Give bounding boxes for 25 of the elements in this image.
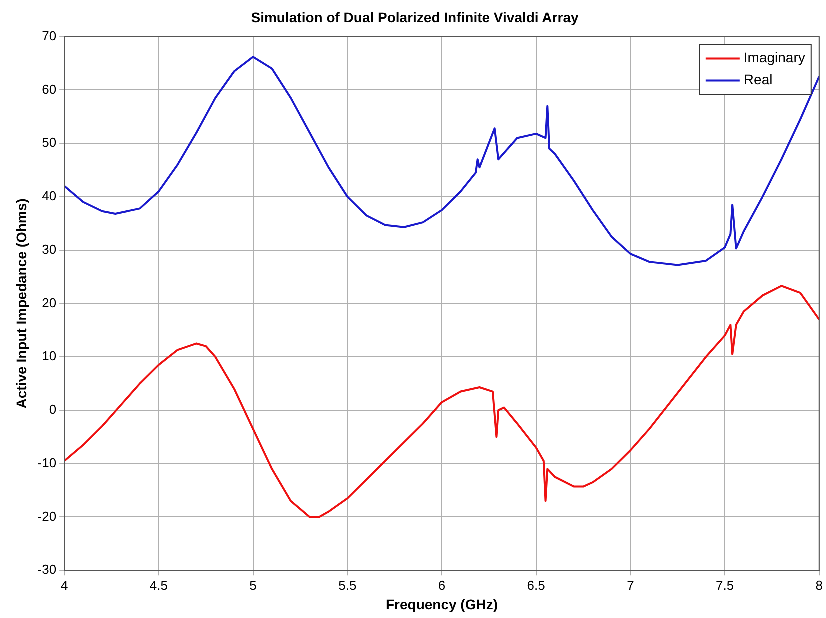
- x-tick-label: 6.5: [527, 578, 546, 593]
- x-tick-label: 8: [816, 578, 823, 593]
- chart-title: Simulation of Dual Polarized Infinite Vivaldi Array: [251, 9, 579, 26]
- y-axis-title: Active Input Impedance (Ohms): [13, 198, 30, 409]
- y-tick-label: 10: [42, 348, 57, 364]
- x-tick-label: 6: [438, 578, 446, 593]
- y-tick-label: -20: [38, 508, 57, 524]
- y-tick-label: -30: [38, 562, 57, 578]
- x-tick-label: 5: [250, 578, 257, 593]
- y-tick-label: 60: [42, 82, 57, 97]
- x-axis-title: Frequency (GHz): [386, 596, 498, 612]
- x-tick-label: 7: [627, 578, 634, 593]
- x-tick-label: 4.5: [150, 578, 168, 593]
- y-tick-label: 70: [42, 28, 57, 44]
- legend-label: Imaginary: [744, 50, 806, 66]
- y-tick-label: -10: [38, 455, 57, 470]
- y-tick-label: 40: [42, 188, 57, 204]
- x-tick-label: 7.5: [716, 578, 734, 593]
- legend-label: Real: [744, 72, 773, 88]
- x-tick-label: 5.5: [338, 578, 357, 593]
- y-tick-label: 50: [42, 135, 57, 150]
- x-tick-label: 4: [60, 578, 68, 593]
- y-tick-label: 20: [42, 295, 57, 310]
- y-tick-label: 30: [42, 242, 57, 257]
- y-tick-label: 0: [49, 402, 57, 418]
